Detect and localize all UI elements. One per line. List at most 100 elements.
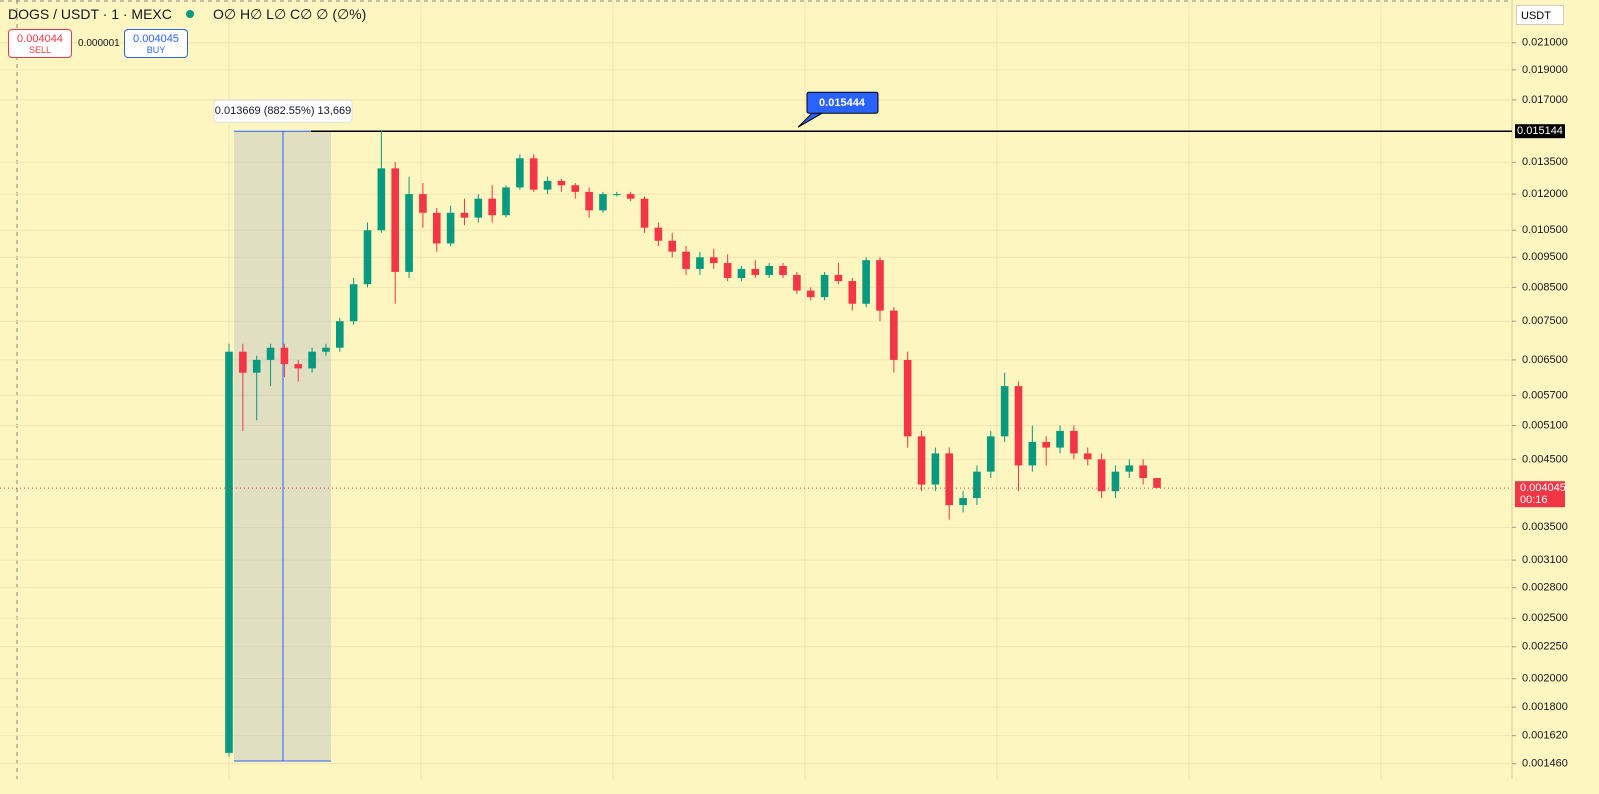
hline-label: 0.015144: [1517, 125, 1563, 137]
candle-body: [446, 212, 455, 244]
candle-body: [931, 453, 940, 485]
candle-body: [793, 274, 801, 291]
candle-body: [1139, 465, 1147, 479]
candle-body: [668, 240, 677, 252]
y-tick-label: 0.003500: [1522, 521, 1568, 533]
candle-body: [294, 364, 303, 369]
sell-price: 0.004044: [17, 33, 63, 45]
y-tick-label: 0.002500: [1522, 612, 1568, 624]
y-tick-label: 0.007500: [1522, 315, 1568, 327]
y-tick-label: 0.001620: [1522, 730, 1568, 742]
candle-body: [765, 265, 773, 275]
candle-body: [225, 351, 233, 753]
candle-body: [252, 359, 261, 373]
y-tick-label: 0.019000: [1522, 64, 1568, 76]
candle-body: [876, 260, 884, 311]
candle-body: [973, 471, 981, 499]
candle-body: [432, 212, 441, 244]
candle-body: [571, 185, 580, 192]
y-tick-label: 0.010500: [1522, 224, 1568, 236]
candle-body: [1111, 471, 1120, 492]
candle-body: [737, 268, 746, 278]
y-tick-label: 0.008500: [1522, 281, 1568, 293]
candle-body: [945, 453, 954, 506]
candle-body: [890, 310, 898, 360]
candle-body: [654, 227, 663, 241]
candle-body: [460, 212, 469, 218]
candle-body: [806, 290, 815, 298]
candle-body: [1014, 386, 1023, 466]
candle-body: [502, 187, 510, 216]
y-tick-label: 0.005700: [1522, 389, 1568, 401]
y-tick-label: 0.001460: [1522, 758, 1568, 770]
candle-body: [239, 351, 247, 373]
candle-body: [516, 158, 524, 188]
candle-body: [377, 168, 386, 231]
candle-body: [419, 194, 427, 213]
candle-body: [599, 194, 607, 211]
currency-select[interactable]: USDT: [1516, 5, 1564, 25]
callout-text: 0.015444: [819, 97, 866, 109]
candle-body: [266, 347, 275, 360]
candle-body: [682, 251, 690, 269]
measure-label-bg: [213, 99, 353, 123]
candle-body: [322, 347, 330, 352]
y-tick-label: 0.002800: [1522, 582, 1568, 594]
y-tick-label: 0.009500: [1522, 251, 1568, 263]
candle-body: [280, 347, 289, 365]
candle-body: [363, 230, 372, 285]
spread: 0.000001: [78, 38, 120, 49]
candle-body: [474, 198, 483, 218]
symbol-title[interactable]: DOGS / USDT · 1 · MEXC: [8, 6, 172, 22]
callout-bg: [806, 91, 879, 114]
candle-body: [1056, 430, 1064, 448]
candle-body: [405, 194, 413, 272]
candle-body: [1125, 465, 1134, 472]
hline-label-bg: [1515, 124, 1565, 139]
candle-body: [349, 284, 358, 322]
vertical-grid: [228, 0, 1382, 779]
candle-body: [862, 260, 870, 304]
candle-body: [1070, 430, 1078, 454]
candle-body: [751, 268, 760, 275]
candle-body: [543, 180, 552, 190]
y-tick-label: 0.017000: [1522, 94, 1568, 106]
countdown: 00:16: [1520, 494, 1548, 506]
y-tick-label: 0.013500: [1522, 156, 1568, 168]
candle-body: [834, 274, 843, 282]
candle-body: [903, 359, 912, 437]
candle-body: [1097, 459, 1106, 492]
buy-label: BUY: [146, 45, 166, 55]
y-tick-label: 0.001800: [1522, 701, 1568, 713]
candle-body: [613, 194, 621, 196]
candle-body: [986, 436, 995, 472]
candle-body: [391, 168, 400, 272]
candle-body: [696, 257, 704, 269]
candle-body: [557, 180, 566, 186]
buy-button[interactable]: 0.004045 BUY: [124, 29, 188, 58]
candle-body: [820, 274, 829, 298]
ohlc-legend: O∅ H∅ L∅ C∅ ∅ (∅%): [213, 6, 367, 22]
y-tick-label: 0.021000: [1522, 37, 1568, 49]
candle-body: [1042, 441, 1051, 448]
candle-body: [723, 263, 732, 278]
candle-body: [709, 257, 718, 264]
buy-price: 0.004045: [133, 33, 179, 45]
status-dot: [186, 10, 194, 18]
y-tick-label: 0.003100: [1522, 554, 1568, 566]
y-tick-label: 0.002000: [1522, 673, 1568, 685]
sell-button[interactable]: 0.004044 SELL: [8, 29, 72, 58]
candle-body: [1000, 386, 1009, 437]
last-price-label: 0.004045: [1520, 482, 1566, 494]
candle-body: [488, 198, 496, 216]
y-tick-label: 0.004500: [1522, 453, 1568, 465]
candle-body: [779, 265, 787, 275]
y-tick-label: 0.002250: [1522, 641, 1568, 653]
candle-body: [848, 281, 857, 304]
y-tick-label: 0.005100: [1522, 419, 1568, 431]
measure-label: 0.013669 (882.55%) 13,669: [215, 105, 351, 117]
last-price-bg: [1515, 481, 1565, 508]
y-tick-label: 0.012000: [1522, 188, 1568, 200]
